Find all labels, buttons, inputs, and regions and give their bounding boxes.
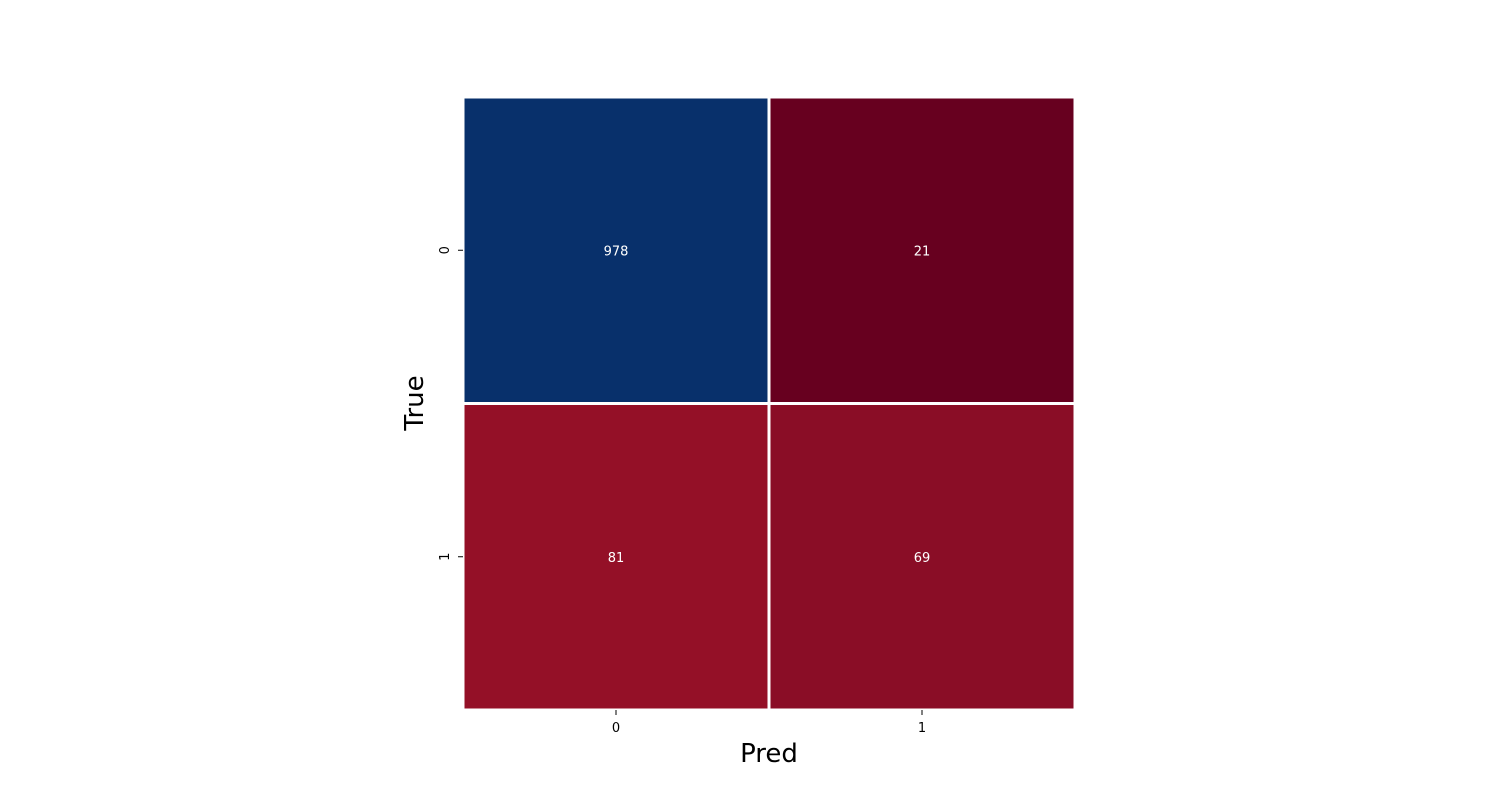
heatmap-cell-labels: 978 21 81 69: [604, 244, 931, 566]
y-axis-ticks: 01: [438, 246, 463, 561]
cell-value-1-1: 69: [914, 551, 931, 566]
x-tick-label-0: 0: [612, 721, 620, 736]
heatmap-cell-1-0: [461, 402, 771, 712]
y-tick-label-1: 1: [438, 553, 453, 561]
x-tick-label-1: 1: [918, 721, 926, 736]
heatmap-cells: [461, 95, 1077, 712]
heatmap-cell-0-1: [767, 95, 1077, 405]
heatmap-cell-0-0: [461, 95, 771, 405]
cell-value-1-0: 81: [608, 551, 625, 566]
y-axis-label: True: [400, 375, 430, 431]
cell-value-0-1: 21: [914, 244, 931, 259]
x-axis-label: Pred: [740, 739, 798, 769]
cell-value-0-0: 978: [604, 244, 629, 259]
y-tick-label-0: 0: [438, 246, 453, 254]
heatmap-cell-1-1: [767, 402, 1077, 712]
